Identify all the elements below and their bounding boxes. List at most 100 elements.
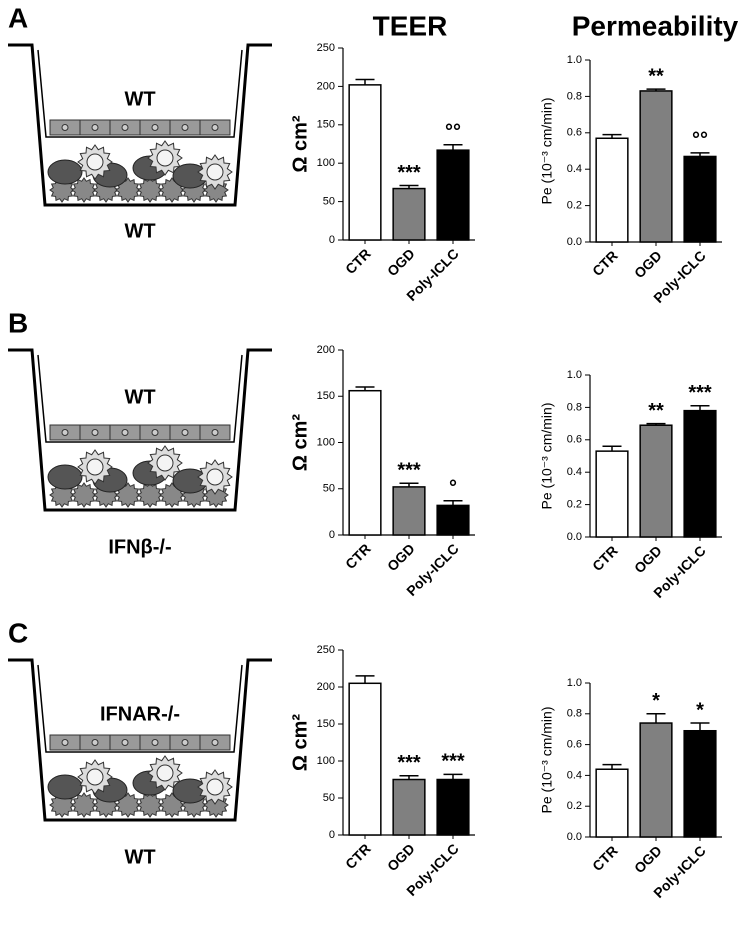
- y-axis-label: Pe (10⁻³ cm/min): [539, 403, 555, 510]
- x-tick-label: OGD: [631, 842, 665, 876]
- y-tick-label: 0: [329, 234, 335, 246]
- well-outline: [8, 348, 272, 512]
- y-tick-label: 0.2: [567, 800, 582, 812]
- cell-nucleus: [61, 739, 69, 746]
- bottom-genotype: WT: [124, 220, 155, 242]
- astrocyte: [137, 792, 163, 818]
- significance-label: ***: [397, 162, 421, 184]
- panel-label: B: [8, 307, 28, 338]
- bar: [639, 424, 673, 538]
- x-tick-label: OGD: [384, 245, 418, 279]
- microglia-body: [86, 153, 104, 171]
- y-axis-label: Ω cm²: [289, 414, 311, 471]
- x-tick-label: OGD: [384, 540, 418, 574]
- column-header: TEER: [373, 10, 448, 41]
- cell-nucleus: [151, 739, 159, 746]
- y-tick-label: 0: [329, 829, 335, 841]
- y-axis-label: Ω cm²: [289, 714, 311, 771]
- bar: [348, 389, 382, 536]
- cell-nucleus: [121, 429, 129, 436]
- x-tick-label: CTR: [589, 842, 621, 874]
- y-tick-label: 0.8: [567, 708, 582, 720]
- y-tick-label: 0.0: [567, 531, 582, 543]
- insert-genotype: WT: [124, 386, 155, 408]
- cell-nucleus: [91, 739, 99, 746]
- bar: [392, 187, 426, 241]
- insert-genotype: IFNAR-/-: [100, 703, 180, 725]
- bar: [392, 778, 426, 836]
- cell-nucleus: [151, 124, 159, 131]
- cell-nucleus: [61, 124, 69, 131]
- cell-nucleus: [181, 429, 189, 436]
- y-tick-label: 100: [317, 755, 335, 767]
- cell-nucleus: [91, 124, 99, 131]
- y-tick-label: 0.2: [567, 499, 582, 511]
- y-axis-label: Ω cm²: [289, 115, 311, 172]
- x-tick-label: OGD: [384, 840, 418, 874]
- cell-nucleus: [121, 124, 129, 131]
- microglia-body: [156, 454, 174, 472]
- bar: [436, 504, 470, 536]
- y-axis-label: Pe (10⁻³ cm/min): [539, 707, 555, 814]
- significance-label: °°: [692, 129, 708, 151]
- insert-genotype: WT: [124, 88, 155, 110]
- y-tick-label: 250: [317, 42, 335, 54]
- well-diagram: [8, 348, 272, 512]
- bar: [595, 450, 629, 538]
- y-tick-label: 100: [317, 436, 335, 448]
- y-tick-label: 150: [317, 390, 335, 402]
- astrocyte: [71, 177, 97, 203]
- insert-outline: [37, 49, 243, 138]
- bar: [595, 768, 629, 838]
- y-tick-label: 0.8: [567, 401, 582, 413]
- astrocyte: [71, 792, 97, 818]
- bar: [639, 90, 673, 243]
- bar: [348, 84, 382, 241]
- x-tick-label: CTR: [589, 542, 621, 574]
- cell-nucleus: [211, 429, 219, 436]
- x-tick-label: CTR: [342, 840, 374, 872]
- significance-label: °: [449, 477, 457, 499]
- cell-nucleus: [151, 429, 159, 436]
- bar: [348, 682, 382, 836]
- y-tick-label: 200: [317, 681, 335, 693]
- y-tick-label: 0: [329, 529, 335, 541]
- column-header: Permeability: [572, 10, 739, 41]
- significance-label: *: [696, 699, 704, 721]
- significance-label: ***: [441, 751, 465, 773]
- well-outline: [8, 43, 272, 207]
- neuron: [47, 774, 83, 800]
- y-tick-label: 250: [317, 644, 335, 656]
- y-tick-label: 0.2: [567, 200, 582, 212]
- microglia-body: [156, 149, 174, 167]
- bar: [683, 729, 717, 838]
- y-tick-label: 0.4: [567, 466, 582, 478]
- panel-label: A: [8, 2, 28, 33]
- cell-nucleus: [211, 739, 219, 746]
- bottom-genotype: IFNβ-/-: [108, 536, 171, 558]
- well-diagram: [8, 658, 272, 822]
- bottom-genotype: WT: [124, 846, 155, 868]
- cell-nucleus: [181, 739, 189, 746]
- significance-label: °°: [445, 121, 461, 143]
- y-tick-label: 200: [317, 344, 335, 356]
- y-tick-label: 1.0: [567, 54, 582, 66]
- y-tick-label: 50: [323, 792, 335, 804]
- x-tick-label: OGD: [631, 247, 665, 281]
- y-tick-label: 150: [317, 119, 335, 131]
- bar: [436, 778, 470, 836]
- panel-label: C: [8, 617, 28, 648]
- significance-label: *: [652, 690, 660, 712]
- y-tick-label: 0.6: [567, 127, 582, 139]
- microglia-body: [206, 468, 224, 486]
- cell-nucleus: [61, 429, 69, 436]
- y-tick-label: 0.0: [567, 831, 582, 843]
- y-tick-label: 0.6: [567, 739, 582, 751]
- cell-nucleus: [211, 124, 219, 131]
- y-axis-label: Pe (10⁻³ cm/min): [539, 98, 555, 205]
- well-diagram: [8, 43, 272, 207]
- microglia-body: [206, 163, 224, 181]
- bar: [683, 155, 717, 243]
- y-tick-label: 1.0: [567, 677, 582, 689]
